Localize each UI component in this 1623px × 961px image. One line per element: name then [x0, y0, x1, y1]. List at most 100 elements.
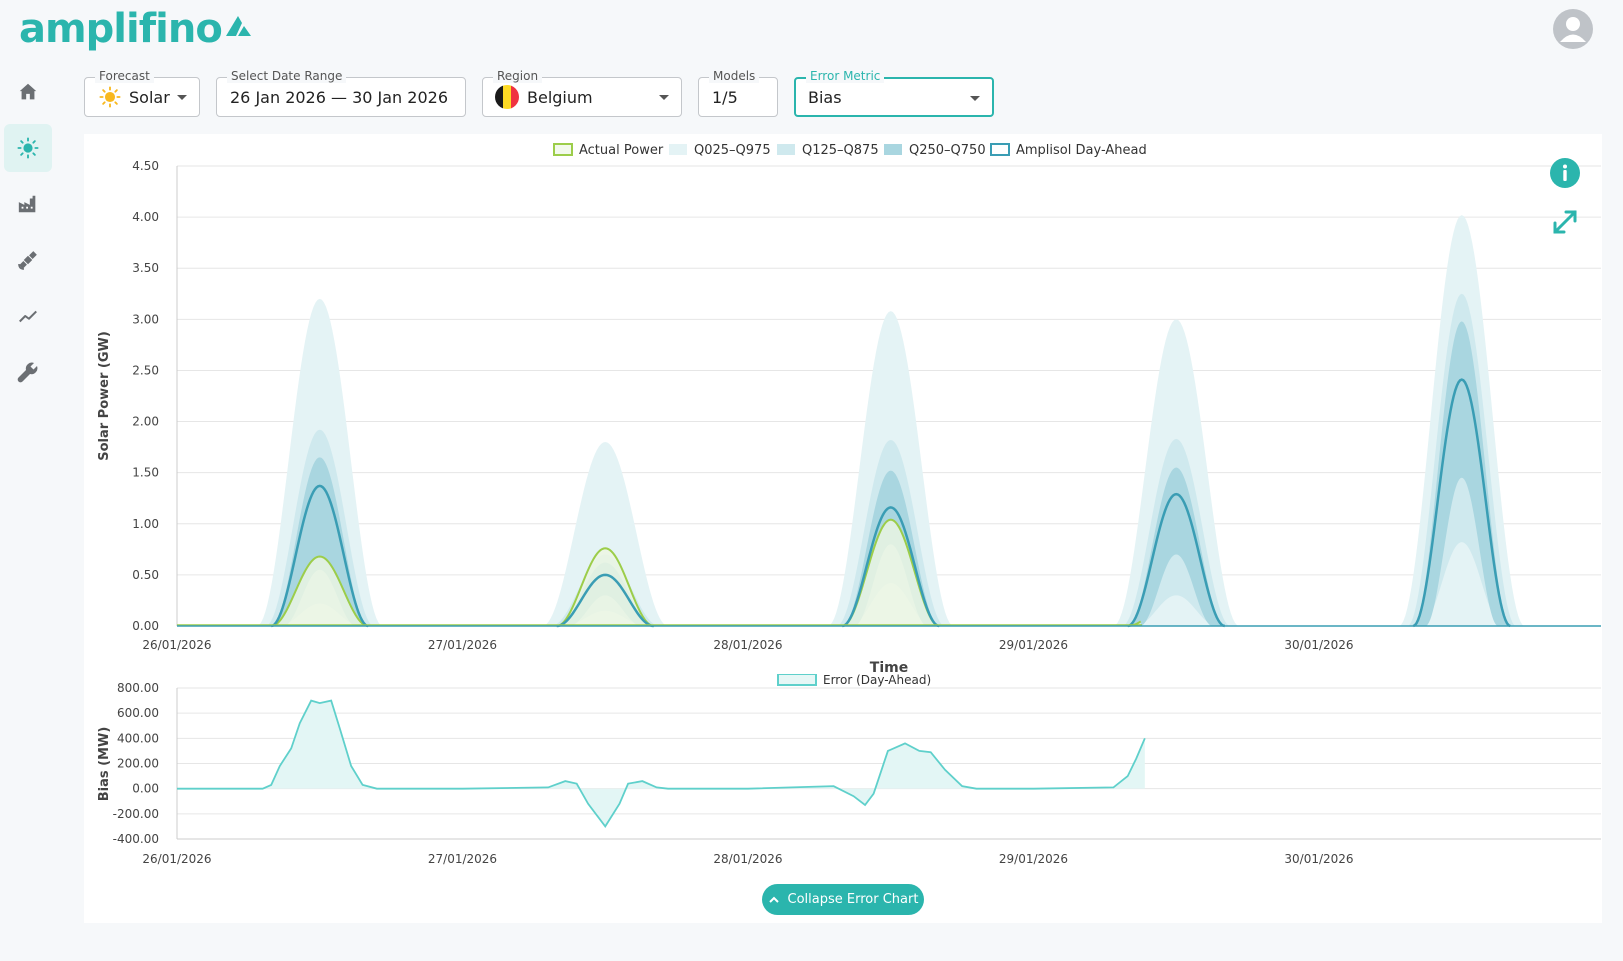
- chevron-down-icon: [659, 95, 669, 100]
- x-tick-label: 30/01/2026: [1284, 852, 1353, 866]
- sidebar-item-factory[interactable]: [4, 180, 52, 228]
- date-range-label: Select Date Range: [227, 69, 347, 83]
- y-tick-label: 4.50: [132, 159, 159, 173]
- chart-panel: Actual Power Q025–Q975 Q125–Q875 Q250–Q750 A…: [84, 134, 1602, 923]
- dayahead-line: [556, 573, 654, 628]
- y-tick-label: 3.50: [132, 261, 159, 275]
- models-value: 1/5: [712, 87, 738, 107]
- legend-item: Error (Day-Ahead): [777, 674, 931, 687]
- error-metric-select[interactable]: Error Metric Bias: [794, 69, 994, 117]
- legend-item: Amplisol Day-Ahead: [990, 143, 1147, 158]
- trend-icon: [19, 310, 37, 323]
- legend-label: Amplisol Day-Ahead: [1016, 143, 1147, 158]
- user-icon: [1560, 17, 1586, 42]
- legend-swatch: [669, 144, 687, 155]
- sidebar-item-home[interactable]: [4, 68, 52, 116]
- legend-swatch: [777, 674, 817, 686]
- actual-area: [842, 519, 940, 626]
- satellite-icon: [18, 251, 37, 270]
- x-tick-label: 26/01/2026: [142, 852, 211, 866]
- y-tick-label: 3.00: [132, 312, 159, 326]
- forecast-value: Solar: [129, 87, 170, 107]
- actual-area: [271, 556, 369, 626]
- logo-mark-icon: [225, 16, 251, 36]
- day-series-1: [256, 298, 383, 628]
- models-select[interactable]: Models 1/5: [698, 69, 778, 117]
- sidebar-item-tools[interactable]: [4, 348, 52, 396]
- belgium-flag-icon: [495, 85, 519, 109]
- error-metric-label: Error Metric: [806, 69, 885, 83]
- sidebar-nav: [4, 68, 54, 404]
- sun-emoji-icon: [99, 86, 121, 108]
- sidebar-item-solar[interactable]: [4, 124, 52, 172]
- legend-label: Q125–Q875: [802, 143, 879, 158]
- x-tick-label: 29/01/2026: [999, 852, 1068, 866]
- dayahead-line: [1412, 378, 1511, 628]
- y-tick-label: 600.00: [117, 706, 159, 720]
- x-tick-label: 28/01/2026: [713, 852, 782, 866]
- region-value: Belgium: [527, 87, 593, 107]
- day-series-4: [1113, 319, 1240, 628]
- legend-swatch: [884, 144, 902, 155]
- bias-error-chart[interactable]: Error (Day-Ahead) 800.00 600.00 400.00 200.0…: [84, 674, 1602, 924]
- sidebar-item-analytics[interactable]: [4, 292, 52, 340]
- solar-power-chart[interactable]: Actual Power Q025–Q975 Q125–Q875 Q250–Q750 A…: [84, 134, 1602, 674]
- legend-label: Error (Day-Ahead): [823, 674, 931, 687]
- y-axis-title: Bias (MW): [97, 727, 112, 802]
- y-tick-label: -200.00: [113, 807, 159, 821]
- legend-label: Actual Power: [579, 143, 664, 158]
- sidebar-item-satellite[interactable]: [4, 236, 52, 284]
- date-range-picker[interactable]: Select Date Range 26 Jan 2026 — 30 Jan 2…: [216, 69, 466, 117]
- error-metric-value: Bias: [808, 87, 842, 107]
- x-tick-label: 29/01/2026: [999, 638, 1068, 652]
- factory-icon: [18, 195, 36, 213]
- info-icon: [1550, 158, 1580, 188]
- y-tick-label: 0.00: [132, 782, 159, 796]
- legend-item: Q125–Q875: [777, 143, 879, 158]
- dayahead-line: [841, 506, 940, 628]
- day-series-3: [827, 311, 954, 628]
- actual-area: [556, 548, 654, 626]
- error-line: [177, 699, 1146, 828]
- user-avatar-button[interactable]: [1553, 9, 1593, 49]
- dayahead-line: [1127, 492, 1226, 628]
- collapse-error-chart-button[interactable]: Collapse Error Chart: [762, 884, 924, 915]
- day-series-2: [542, 442, 669, 628]
- x-tick-label: 27/01/2026: [428, 638, 497, 652]
- forecast-select[interactable]: Forecast Solar: [84, 69, 200, 117]
- expand-icon: [1553, 210, 1577, 234]
- actual-line: [556, 547, 654, 627]
- region-label: Region: [493, 69, 543, 83]
- band-q250-q750: [271, 457, 369, 626]
- legend-swatch: [990, 143, 1010, 156]
- sun-icon: [17, 137, 39, 159]
- y-tick-label: 4.00: [132, 210, 159, 224]
- legend-swatch: [553, 143, 573, 156]
- dayahead-line: [270, 484, 369, 628]
- x-tick-label: 30/01/2026: [1284, 638, 1353, 652]
- y-tick-label: 1.50: [132, 466, 159, 480]
- y-tick-label: 2.00: [132, 415, 159, 429]
- y-tick-label: 800.00: [117, 681, 159, 695]
- chevron-down-icon: [970, 96, 980, 101]
- forecast-label: Forecast: [95, 69, 154, 83]
- band-q025-q975: [542, 442, 669, 626]
- x-tick-label: 28/01/2026: [713, 638, 782, 652]
- amplifino-logo[interactable]: amplifino: [19, 6, 252, 52]
- logo-text: amplifino: [19, 6, 223, 52]
- x-axis-title: Time: [870, 660, 908, 674]
- date-range-value: 26 Jan 2026 — 30 Jan 2026: [230, 87, 448, 107]
- y-tick-label: 0.00: [132, 619, 159, 633]
- legend-item: Q250–Q750: [884, 143, 986, 158]
- legend-item: Q025–Q975: [669, 143, 771, 158]
- legend-swatch: [777, 144, 795, 155]
- region-select[interactable]: Region Belgium: [482, 69, 682, 117]
- y-axis-title: Solar Power (GW): [97, 331, 112, 461]
- models-label: Models: [709, 69, 760, 83]
- actual-line: [271, 555, 369, 627]
- home-icon: [19, 83, 37, 100]
- legend-label: Q250–Q750: [909, 143, 986, 158]
- y-tick-label: 2.50: [132, 363, 159, 377]
- y-tick-label: 200.00: [117, 757, 159, 771]
- legend-label: Q025–Q975: [694, 143, 771, 158]
